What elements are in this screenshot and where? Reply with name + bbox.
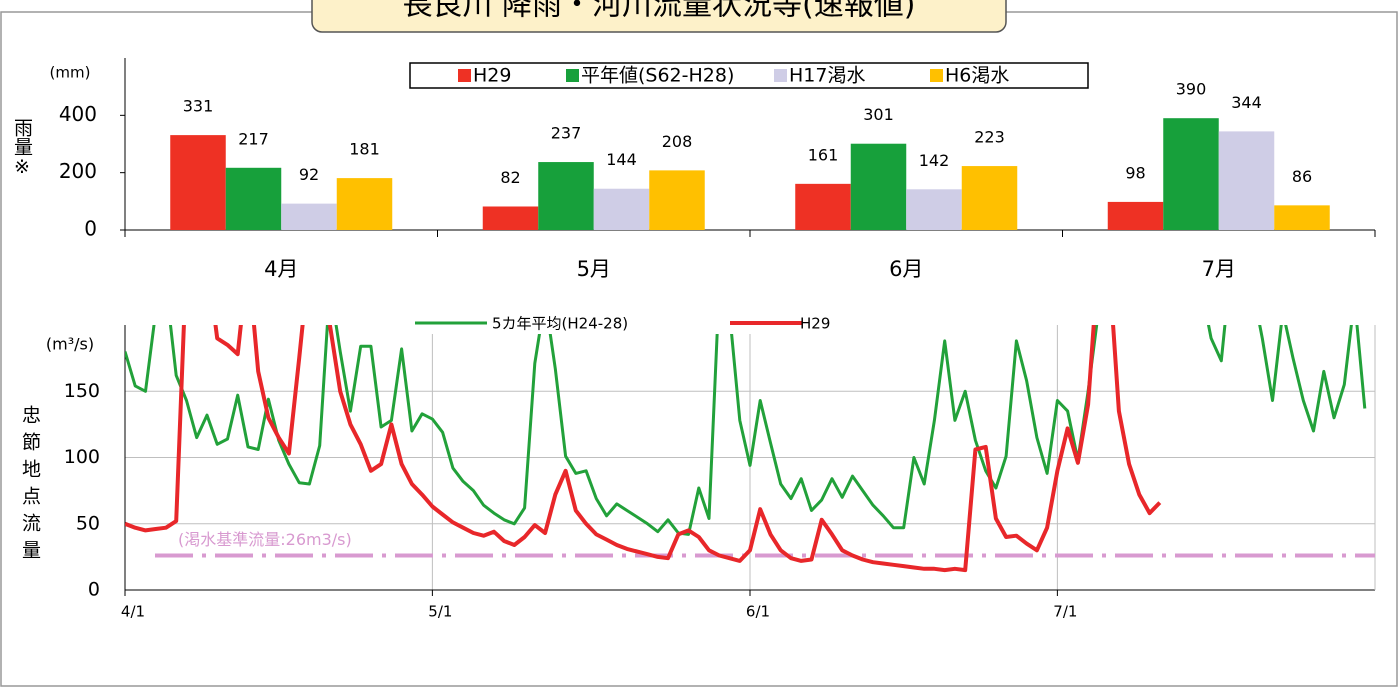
- x-tick-label: 5月: [577, 257, 611, 281]
- legend-label: H17渇水: [789, 65, 865, 87]
- bar: [538, 162, 594, 230]
- y-unit: (mm): [50, 64, 91, 82]
- bar-value-label: 161: [808, 145, 839, 164]
- bar-value-label: 86: [1292, 167, 1312, 186]
- x-tick-label: 7月: [1202, 257, 1236, 281]
- y-axis-label: 忠節地点流量: [19, 405, 41, 567]
- threshold-label: (渇水基準流量:26m3/s): [178, 530, 352, 549]
- y-axis-label: 雨量※: [11, 118, 33, 178]
- bar-value-label: 92: [299, 165, 319, 184]
- x-tick-label: 7/1: [1053, 603, 1077, 621]
- bar: [850, 143, 907, 230]
- bar-value-label: 223: [974, 128, 1005, 147]
- bar-value-label: 344: [1231, 93, 1262, 112]
- x-tick-label: 4/1: [121, 603, 145, 621]
- x-tick-label: 6/1: [746, 603, 770, 621]
- bar: [1274, 205, 1330, 230]
- bar-value-label: 390: [1176, 80, 1207, 99]
- line-series: [125, 325, 1367, 536]
- page-title: 長良川 降雨・河川流量状況等(速報値): [403, 0, 916, 23]
- line-series: [125, 325, 1162, 573]
- y-tick-label: 0: [84, 217, 97, 241]
- legend-bg: [350, 314, 895, 334]
- bar: [281, 203, 337, 230]
- y-tick-label: 200: [59, 159, 97, 183]
- legend-swatch: [930, 69, 943, 82]
- legend-swatch: [774, 69, 787, 82]
- bar-value-label: 142: [919, 151, 950, 170]
- bar-value-label: 82: [500, 168, 520, 187]
- bar-value-label: 144: [606, 150, 637, 169]
- legend-label: H29: [473, 65, 511, 87]
- bar: [482, 206, 539, 230]
- bar-value-label: 181: [349, 140, 380, 159]
- bar-value-label: 331: [183, 97, 214, 116]
- y-tick-label: 100: [64, 446, 100, 468]
- legend-swatch: [566, 69, 579, 82]
- bar: [1107, 201, 1164, 230]
- bar-value-label: 208: [662, 132, 693, 151]
- legend-label: H6渇水: [945, 65, 1009, 87]
- y-tick-label: 50: [76, 512, 100, 534]
- bar: [649, 170, 705, 230]
- bar-value-label: 237: [551, 124, 582, 143]
- legend-label: 5カ年平均(H24-28): [492, 315, 628, 333]
- y-tick-label: 150: [64, 380, 100, 402]
- x-tick-label: 4月: [264, 257, 298, 281]
- bar-value-label: 217: [238, 129, 269, 148]
- bar: [593, 188, 650, 230]
- y-unit: (m³/s): [46, 335, 94, 354]
- y-tick-label: 0: [88, 579, 100, 601]
- legend-label: 平年値(S62-H28): [581, 65, 734, 87]
- bar: [795, 183, 851, 230]
- plot-area: [125, 325, 1367, 573]
- title-box: [311, 0, 1007, 33]
- x-tick-label: 6月: [889, 257, 923, 281]
- bar-value-label: 98: [1125, 163, 1145, 182]
- bar: [906, 189, 962, 230]
- y-tick-label: 400: [59, 102, 97, 126]
- bar: [170, 135, 226, 230]
- bar: [225, 167, 282, 230]
- bar: [336, 178, 393, 230]
- legend-label: H29: [800, 315, 830, 333]
- legend-swatch: [458, 69, 471, 82]
- x-tick-label: 5/1: [428, 603, 452, 621]
- bar-value-label: 301: [863, 105, 894, 124]
- bar: [1218, 131, 1275, 230]
- bar: [961, 166, 1018, 230]
- bar: [1163, 118, 1219, 230]
- legend-box: [409, 62, 1089, 89]
